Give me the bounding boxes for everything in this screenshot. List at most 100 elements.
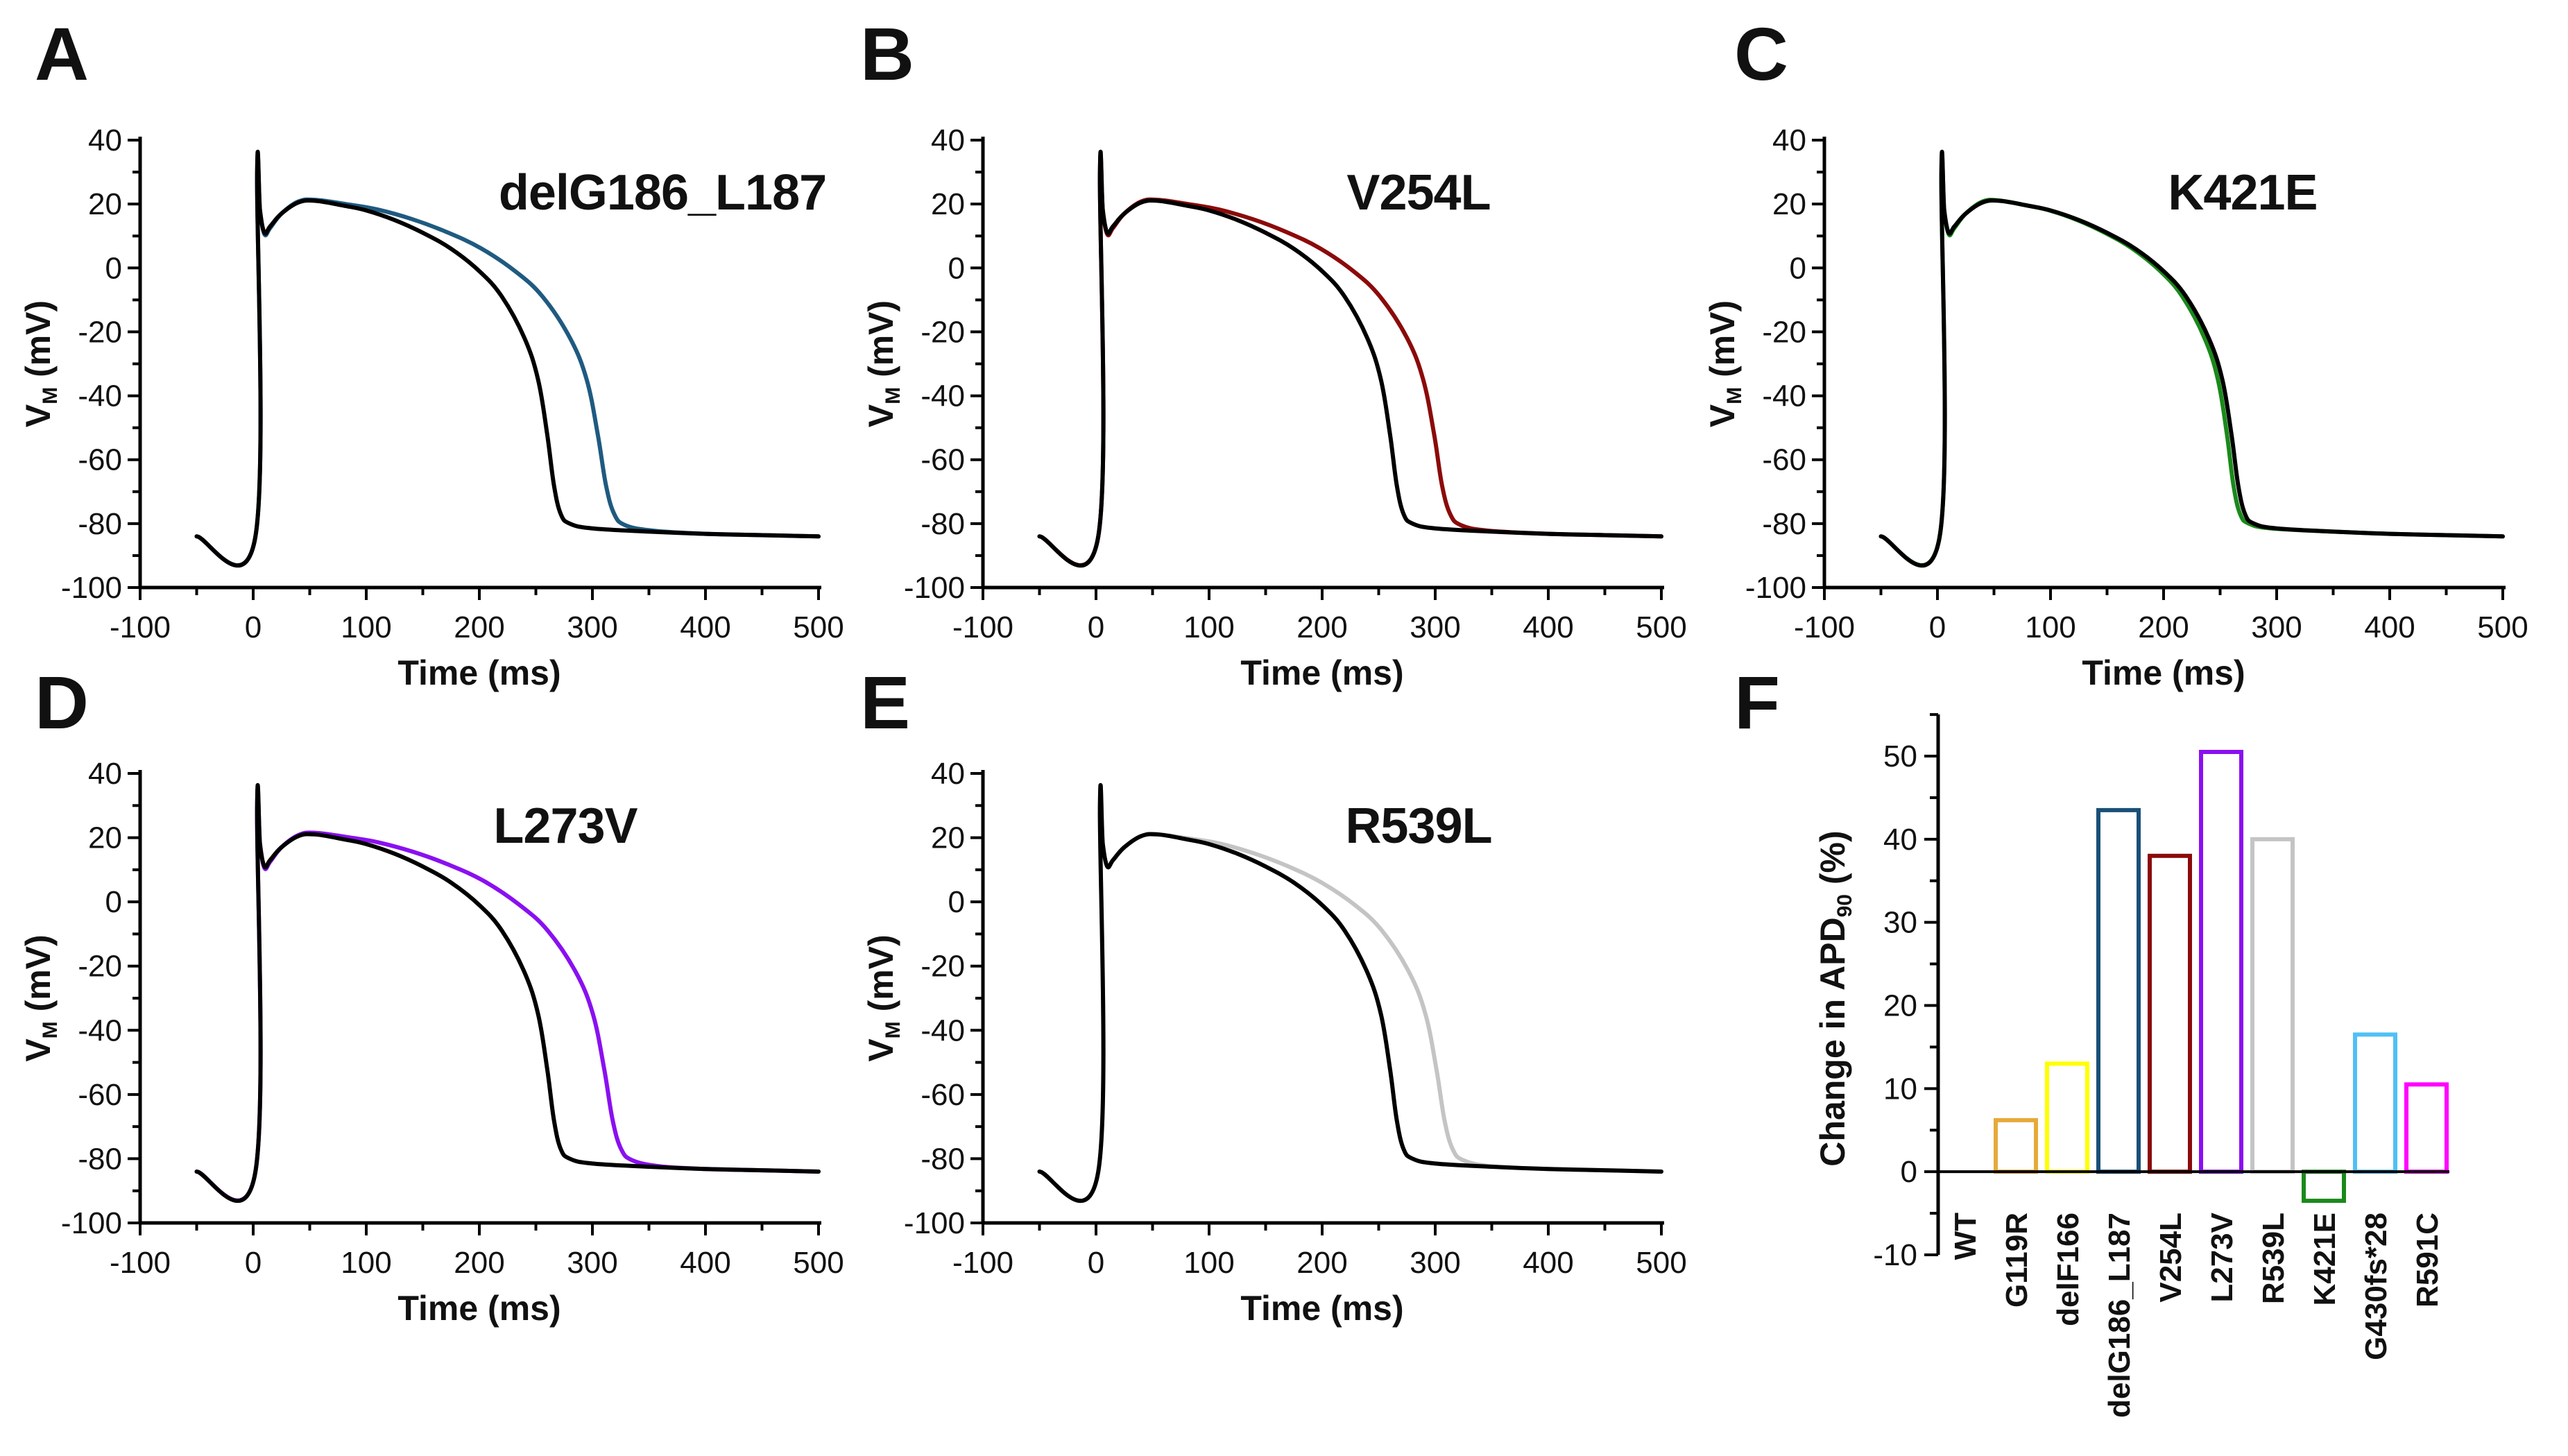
panel-title: L273V <box>493 798 637 854</box>
x-tick-label: 200 <box>454 1246 504 1280</box>
y-tick-label: -40 <box>921 1013 965 1047</box>
y-tick-label: -60 <box>921 1078 965 1112</box>
x-tick-label: 200 <box>454 610 504 644</box>
panel-A: A -100 0 100 200 300 400 500 -100 -80 -60 -40 -20 0 20… <box>19 12 844 692</box>
x-tick-label: 0 <box>1929 610 1946 644</box>
panel-letter: E <box>860 660 910 744</box>
y-tick-label: 30 <box>1883 906 1917 940</box>
category-label: R539L <box>2257 1213 2291 1304</box>
panel-letter: F <box>1734 660 1780 744</box>
category-label: R591C <box>2411 1213 2445 1308</box>
y-tick-label: 40 <box>1772 123 1806 157</box>
panel-letter: C <box>1734 12 1788 96</box>
x-tick-label: 400 <box>2364 610 2415 644</box>
x-tick-label: -100 <box>1794 610 1855 644</box>
x-tick-label: 200 <box>1296 610 1347 644</box>
y-tick-label: -60 <box>78 443 122 477</box>
x-tick-label: 500 <box>1636 610 1686 644</box>
wt-trace <box>1037 782 1663 1204</box>
y-tick-label: 40 <box>931 757 965 791</box>
y-tick-label: 50 <box>1883 739 1917 773</box>
x-axis-label: Time (ms) <box>397 1289 560 1328</box>
bar <box>2148 853 2192 1174</box>
panel-title: V254L <box>1346 165 1490 221</box>
y-tick-label: -100 <box>1745 571 1806 605</box>
wt-trace <box>1878 149 2505 568</box>
y-axis-label: VM (mV) <box>1703 300 1746 427</box>
y-tick-label: -20 <box>921 950 965 984</box>
x-axis-label: Time (ms) <box>2082 653 2245 692</box>
x-tick-label: 300 <box>567 1246 617 1280</box>
x-tick-label: 400 <box>680 1246 730 1280</box>
y-tick-label: 20 <box>88 187 122 221</box>
panel-F: F -10 0 10 20 30 40 50 Change in APD90 (%) WT G119… <box>1734 660 2449 1418</box>
y-tick-label: 0 <box>1901 1155 1917 1189</box>
y-tick-label: 20 <box>931 187 965 221</box>
bar <box>2199 750 2243 1174</box>
wt-trace <box>194 782 821 1204</box>
x-tick-label: 100 <box>1183 1246 1234 1280</box>
x-tick-label: 400 <box>1523 610 1573 644</box>
category-label: V254L <box>2154 1213 2188 1303</box>
x-tick-label: -100 <box>110 1246 171 1280</box>
wt-trace <box>194 149 821 568</box>
y-tick-label: -20 <box>78 315 122 349</box>
y-tick-label: 0 <box>948 251 965 285</box>
y-tick-label: 0 <box>1790 251 1806 285</box>
bar <box>2302 1170 2346 1204</box>
bar <box>2353 1032 2397 1174</box>
x-tick-label: 100 <box>1183 610 1234 644</box>
y-axis-label: VM (mV) <box>862 934 905 1061</box>
y-tick-label: -80 <box>78 1142 122 1176</box>
x-tick-label: 400 <box>680 610 730 644</box>
x-tick-label: 100 <box>341 1246 391 1280</box>
x-tick-label: -100 <box>952 610 1013 644</box>
y-tick-label: -60 <box>1762 443 1806 477</box>
panel-C: C -100 0 100 200 300 400 500 -100 -80 -60 -40 -20 0 20… <box>1703 12 2528 692</box>
y-tick-label: -20 <box>921 315 965 349</box>
y-tick-label: 0 <box>105 251 122 285</box>
bar <box>2045 1061 2089 1174</box>
y-axis-label: VM (mV) <box>19 300 62 427</box>
panel-letter: D <box>35 660 89 744</box>
x-tick-label: 500 <box>793 610 844 644</box>
y-tick-label: -100 <box>61 571 122 605</box>
x-tick-label: 500 <box>2477 610 2528 644</box>
y-tick-label: -60 <box>78 1078 122 1112</box>
panel-letter: A <box>35 12 89 96</box>
panel-title: R539L <box>1345 798 1491 854</box>
x-tick-label: 200 <box>1296 1246 1347 1280</box>
x-tick-label: 300 <box>2251 610 2302 644</box>
y-axis-label: VM (mV) <box>862 300 905 427</box>
x-tick-label: 100 <box>341 610 391 644</box>
category-label: delG186_L187 <box>2103 1213 2137 1418</box>
y-tick-label: -40 <box>78 1013 122 1047</box>
y-axis-label: Change in APD90 (%) <box>1813 830 1856 1166</box>
x-tick-label: 300 <box>1410 610 1460 644</box>
x-axis-label: Time (ms) <box>1240 653 1403 692</box>
y-tick-label: -20 <box>1762 315 1806 349</box>
x-axis-label: Time (ms) <box>397 653 560 692</box>
y-tick-label: 0 <box>948 885 965 919</box>
bar <box>2250 837 2295 1174</box>
x-tick-label: -100 <box>952 1246 1013 1280</box>
y-tick-label: 10 <box>1883 1072 1917 1106</box>
panel-D: D -100 0 100 200 300 400 500 -100 -80 -60 -40 -20 0 20… <box>19 660 844 1328</box>
y-tick-label: 20 <box>931 821 965 855</box>
y-tick-label: -40 <box>78 379 122 413</box>
y-tick-label: 40 <box>88 757 122 791</box>
bar <box>2096 807 2141 1174</box>
y-tick-label: -40 <box>921 379 965 413</box>
panel-B: B -100 0 100 200 300 400 500 -100 -80 -60 -40 -20 0 20… <box>860 12 1687 692</box>
bar <box>2404 1082 2449 1174</box>
y-tick-label: 20 <box>1772 187 1806 221</box>
y-tick-label: 20 <box>1883 989 1917 1023</box>
category-label: G119R <box>2000 1213 2034 1308</box>
x-tick-label: 500 <box>1636 1246 1686 1280</box>
x-tick-label: 100 <box>2025 610 2075 644</box>
x-tick-label: 200 <box>2138 610 2189 644</box>
category-label: delF166 <box>2051 1213 2085 1326</box>
y-tick-label: 20 <box>88 821 122 855</box>
x-tick-label: 0 <box>245 610 262 644</box>
